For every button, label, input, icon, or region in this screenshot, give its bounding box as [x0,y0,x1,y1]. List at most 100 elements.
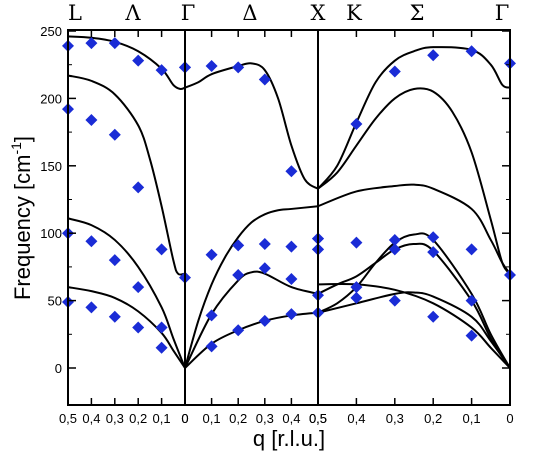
x-tick-label: 0,1 [463,411,481,426]
dispersion-curve-sigma-1 [317,87,511,275]
data-point-marker [285,240,298,253]
data-point-marker [155,243,168,256]
symmetry-point-label: Γ [181,1,196,25]
y-axis-title-close: ] [10,136,35,142]
x-tick-label: 0,5 [309,411,327,426]
dispersion-curve-sigma-4 [317,242,511,369]
chart-labels: 0 50 100 150 200 250 0,5 0,4 0,3 0,2 0,1 0 0 0,1 0,2 0,… [8,1,514,451]
data-point-marker [427,310,440,323]
data-point-marker [108,37,121,50]
symmetry-point-label: Λ [124,1,141,25]
dispersion-curve-sigma-2 [317,183,511,275]
y-tick-label: 150 [40,159,62,174]
x-tick-label: 0,3 [256,411,274,426]
data-point-marker [108,128,121,141]
dispersion-curve-lambda-0 [67,35,186,91]
data-point-marker [155,341,168,354]
x-tick-label: 0,1 [203,411,221,426]
data-point-marker [85,37,98,50]
y-tick-label: 200 [40,91,62,106]
symmetry-point-label: X [311,1,326,25]
y-tick-label: 100 [40,226,62,241]
data-point-marker [232,324,245,337]
x-tick-label: 0,1 [153,411,171,426]
dispersion-curve-lambda-2 [67,217,186,369]
data-point-marker [285,308,298,321]
data-point-marker [350,291,363,304]
x-tick-label: 0,5 [59,411,77,426]
data-points [62,37,516,354]
x-tick-label: 0 [506,411,513,426]
symmetry-point-label: Γ [495,1,510,25]
data-point-marker [232,268,245,281]
data-point-marker [465,294,478,307]
data-point-marker [350,281,363,294]
data-point-marker [388,65,401,78]
data-point-marker [205,309,218,322]
data-point-marker [85,113,98,126]
dispersion-curve-sigma-0 [317,46,511,190]
x-tick-label: 0 [181,411,188,426]
data-point-marker [132,321,145,334]
data-point-marker [465,243,478,256]
y-axis-title-exponent: -1 [8,142,24,155]
x-tick-label: 0,3 [386,411,404,426]
data-point-marker [258,314,271,327]
x-tick-label: 0,2 [129,411,147,426]
y-tick-label: 50 [48,294,62,309]
data-point-marker [232,239,245,252]
symmetry-point-label: L [68,1,82,25]
dispersion-curve-delta-2 [184,270,319,369]
x-tick-label: 0,4 [282,411,300,426]
data-point-marker [350,236,363,249]
data-point-marker [388,233,401,246]
data-point-marker [108,254,121,267]
data-point-marker [132,54,145,67]
x-tick-label: 0,4 [347,411,365,426]
data-point-marker [132,281,145,294]
dispersion-curve-sigma-3 [317,232,511,369]
x-axis-title: q [r.l.u.] [253,426,325,451]
data-point-marker [232,61,245,74]
data-point-marker [155,64,168,77]
dispersion-curve-sigma-6 [317,291,511,369]
dispersion-curve-delta-1 [184,205,319,369]
dispersion-curves [67,35,511,369]
data-point-marker [108,310,121,323]
data-point-marker [350,118,363,131]
data-point-marker [258,262,271,275]
data-point-marker [85,235,98,248]
x-tick-label: 0,3 [106,411,124,426]
dispersion-curve-delta-3 [184,311,319,369]
y-tick-label: 250 [40,24,62,39]
dispersion-curve-lambda-3 [67,286,186,369]
data-point-marker [465,329,478,342]
x-tick-label: 0 [181,411,188,426]
x-tick-label: 0,4 [82,411,100,426]
data-point-marker [427,246,440,259]
data-point-marker [427,231,440,244]
symmetry-point-label: Σ [410,1,425,25]
data-point-marker [205,340,218,353]
symmetry-point-label: K [346,1,362,25]
data-point-marker [388,294,401,307]
data-point-marker [205,60,218,73]
y-axis-title: Frequency [cm-1] [8,136,35,300]
x-tick-label: 0,2 [229,411,247,426]
data-point-marker [155,321,168,334]
data-point-marker [258,73,271,86]
plot-border [67,29,511,406]
dispersion-curve-lambda-1 [67,74,186,276]
data-point-marker [388,243,401,256]
data-point-marker [85,301,98,314]
data-point-marker [205,248,218,261]
y-tick-label: 0 [55,361,62,376]
dispersion-curve-delta-0 [184,62,319,190]
data-point-marker [285,165,298,178]
data-point-marker [258,237,271,250]
plot-frame [67,29,511,406]
data-point-marker [132,181,145,194]
data-point-marker [427,49,440,62]
x-tick-label: 0,5 [309,411,327,426]
